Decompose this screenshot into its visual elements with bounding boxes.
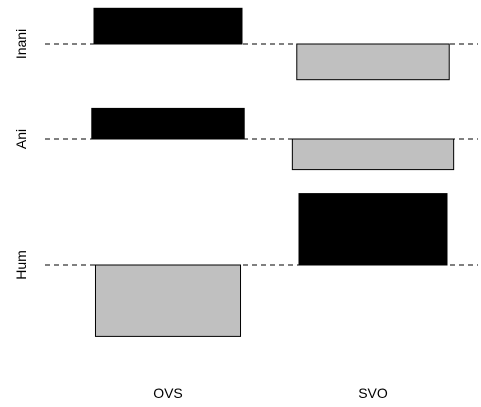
- column-label-svo: SVO: [358, 385, 388, 401]
- row-label-ani: Ani: [13, 129, 29, 149]
- bar-hum-svo: [298, 193, 448, 266]
- bar-ani-ovs: [91, 107, 245, 140]
- bar-hum-ovs: [94, 264, 242, 337]
- row-label-inani: Inani: [13, 29, 29, 59]
- column-label-ovs: OVS: [153, 385, 183, 401]
- bar-inani-svo: [296, 43, 450, 81]
- bar-ani-svo: [291, 138, 455, 171]
- bar-inani-ovs: [93, 7, 243, 45]
- row-label-hum: Hum: [13, 250, 29, 280]
